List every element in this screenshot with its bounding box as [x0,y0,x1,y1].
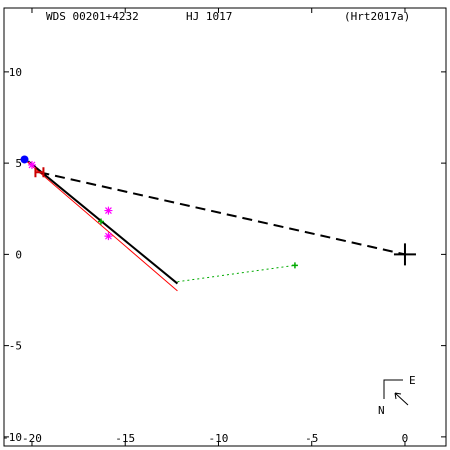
last-observation-marker [34,167,45,178]
x-tick-label: -10 [209,432,229,445]
compass-east-label: E [409,374,416,387]
x-tick-label: -15 [115,432,135,445]
wds-designation: WDS 00201+4232 [46,10,139,23]
x-tick-label: -20 [22,432,42,445]
asterisk-point [104,206,113,215]
asterisk-point [104,232,113,241]
compass-axes [383,379,403,399]
x-tick-label: 0 [402,432,409,445]
primary-star-cross [393,243,416,266]
reference-code: (Hrt2017a) [344,10,411,23]
x-tick-label: -5 [305,432,318,445]
compass-arrow [394,392,409,406]
plus-point [97,218,104,225]
y-tick-label: 10 [9,66,22,79]
star-name: HJ 1017 [186,10,233,23]
asterisk-point [27,160,36,169]
green-dotted-line [177,264,296,283]
first-observation-point [20,155,29,164]
y-tick-label: -5 [9,340,22,353]
predicted-orbit-line [24,159,178,292]
compass-north-label: N [378,404,385,417]
y-tick-label: 5 [15,157,22,170]
y-tick-label: 0 [15,248,22,261]
y-tick-label: -10 [2,431,22,444]
orbit-line [27,160,179,285]
separation-line [39,171,406,256]
plot-frame [3,7,447,447]
plus-point [291,262,298,269]
